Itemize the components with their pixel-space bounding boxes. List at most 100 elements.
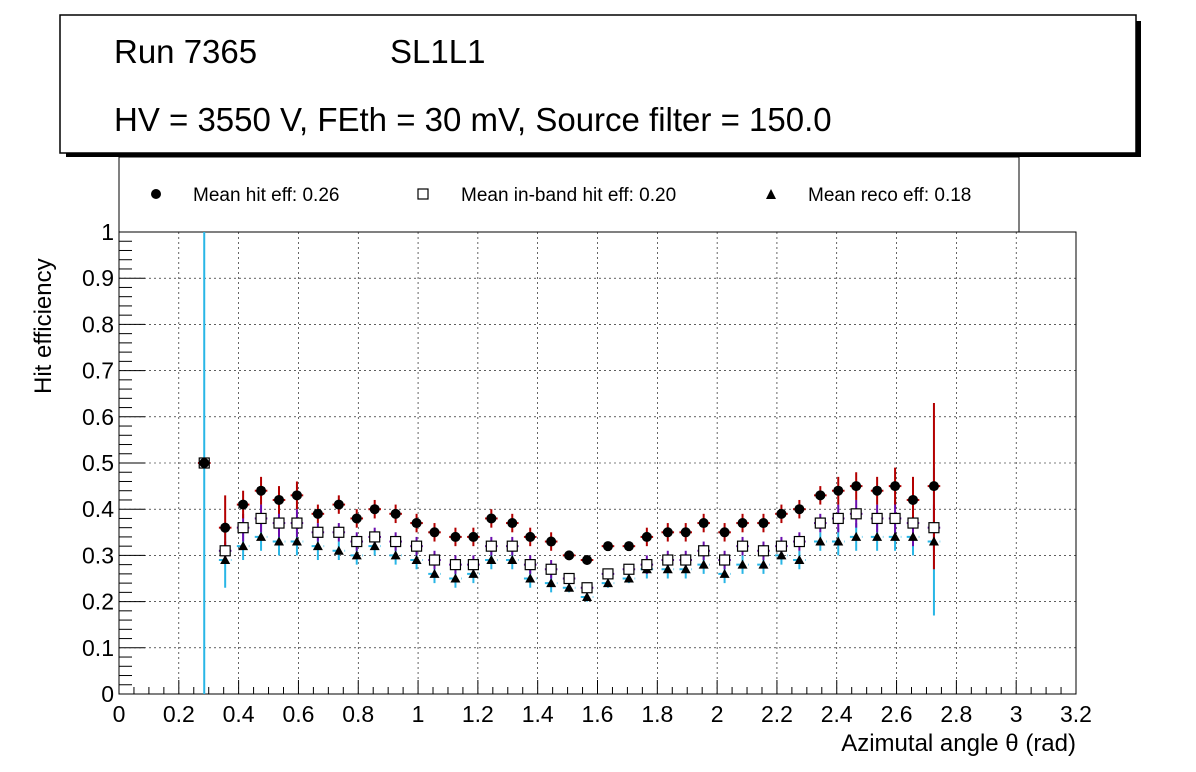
grid	[119, 232, 1076, 694]
x-tick-label: 2	[711, 701, 724, 727]
reco-point	[662, 564, 673, 574]
hit-point	[698, 518, 709, 529]
hit-point	[641, 531, 652, 542]
inband-point	[524, 559, 536, 571]
y-tick-label: 0	[101, 681, 114, 707]
hit-point	[291, 490, 302, 501]
inband-point	[757, 545, 770, 557]
y-tick-label: 0.7	[82, 358, 114, 384]
reco-point	[833, 536, 844, 546]
inband-point	[623, 563, 635, 575]
hit-point	[411, 518, 422, 529]
conditions-label: HV = 3550 V, FEth = 30 mV, Source filter…	[114, 101, 832, 138]
reco-point	[312, 541, 323, 551]
legend-marker-reco	[766, 189, 776, 199]
hit-point	[273, 494, 284, 505]
series-inband-markers	[198, 457, 940, 594]
series-hit-errors	[197, 402, 941, 570]
inband-point	[680, 554, 692, 566]
inband-point	[793, 535, 805, 548]
reco-point	[815, 536, 826, 546]
inband-point	[219, 545, 231, 557]
reco-point	[333, 545, 344, 555]
reco-point	[390, 550, 401, 560]
reco-point	[256, 531, 267, 541]
reco-point	[273, 536, 284, 546]
hit-point	[429, 527, 440, 538]
reco-point	[890, 531, 901, 541]
y-tick-label: 0.5	[82, 450, 114, 476]
inband-point	[871, 512, 883, 525]
x-tick-label: 0.2	[163, 701, 195, 727]
legend-label-hit: Mean hit eff: 0.26	[193, 185, 339, 206]
reco-point	[928, 536, 939, 546]
inband-point	[333, 526, 345, 538]
reco-point	[872, 531, 883, 541]
x-tick-label: 0.4	[223, 701, 255, 727]
series-hit-markers	[199, 458, 939, 566]
inband-point	[255, 512, 267, 525]
reco-point	[698, 559, 709, 569]
reco-point	[623, 573, 634, 583]
inband-point	[291, 517, 303, 529]
hit-point	[582, 555, 593, 566]
hit-point	[602, 541, 613, 552]
reco-point	[369, 541, 380, 551]
x-tick-label: 1.2	[462, 701, 494, 727]
inband-point	[428, 554, 441, 566]
hit-point	[486, 513, 497, 524]
reco-point	[546, 578, 557, 588]
hit-point	[680, 527, 691, 538]
hit-point	[719, 527, 730, 538]
reco-point	[238, 541, 249, 551]
inband-point	[237, 522, 249, 534]
reco-point	[794, 555, 805, 565]
y-tick-label: 1	[101, 219, 114, 245]
reco-point	[908, 531, 919, 541]
hit-point	[564, 550, 575, 561]
hit-point	[256, 485, 267, 496]
inband-point	[312, 526, 324, 538]
inband-point	[410, 540, 423, 552]
hit-point	[662, 527, 673, 538]
hit-point	[908, 494, 919, 505]
y-tick-label: 0.2	[82, 589, 114, 615]
hit-point	[333, 499, 344, 510]
hit-point	[468, 531, 479, 542]
hit-point	[525, 531, 536, 542]
reco-point	[719, 568, 730, 578]
inband-point	[662, 554, 674, 566]
inband-point	[850, 508, 862, 520]
reco-point	[486, 555, 497, 565]
hit-point	[238, 499, 249, 510]
hit-point	[851, 481, 862, 492]
inband-point	[602, 568, 614, 580]
hit-point	[776, 508, 787, 519]
inband-point	[449, 559, 462, 571]
reco-point	[507, 555, 518, 565]
reco-point	[291, 536, 302, 546]
y-tick-label: 0.3	[82, 542, 114, 568]
inband-point	[545, 563, 557, 575]
hit-point	[623, 541, 634, 552]
inband-point	[390, 535, 402, 548]
hit-point	[369, 504, 380, 515]
inband-point	[889, 512, 901, 525]
inband-point	[736, 540, 749, 552]
reco-point	[582, 591, 593, 601]
inband-point	[273, 517, 285, 529]
inband-point	[928, 522, 940, 534]
reco-point	[776, 550, 787, 560]
x-tick-label: 2.4	[821, 701, 853, 727]
reco-point	[758, 559, 769, 569]
inband-point	[907, 517, 919, 529]
layer-label: SL1L1	[390, 33, 485, 70]
x-tick-label: 0.6	[282, 701, 314, 727]
inband-point	[698, 545, 710, 557]
y-tick-label: 0.9	[82, 265, 114, 291]
y-tick-label: 0.4	[82, 496, 114, 522]
inband-point	[719, 554, 731, 566]
reco-point	[851, 531, 862, 541]
x-tick-label: 2.2	[761, 701, 793, 727]
